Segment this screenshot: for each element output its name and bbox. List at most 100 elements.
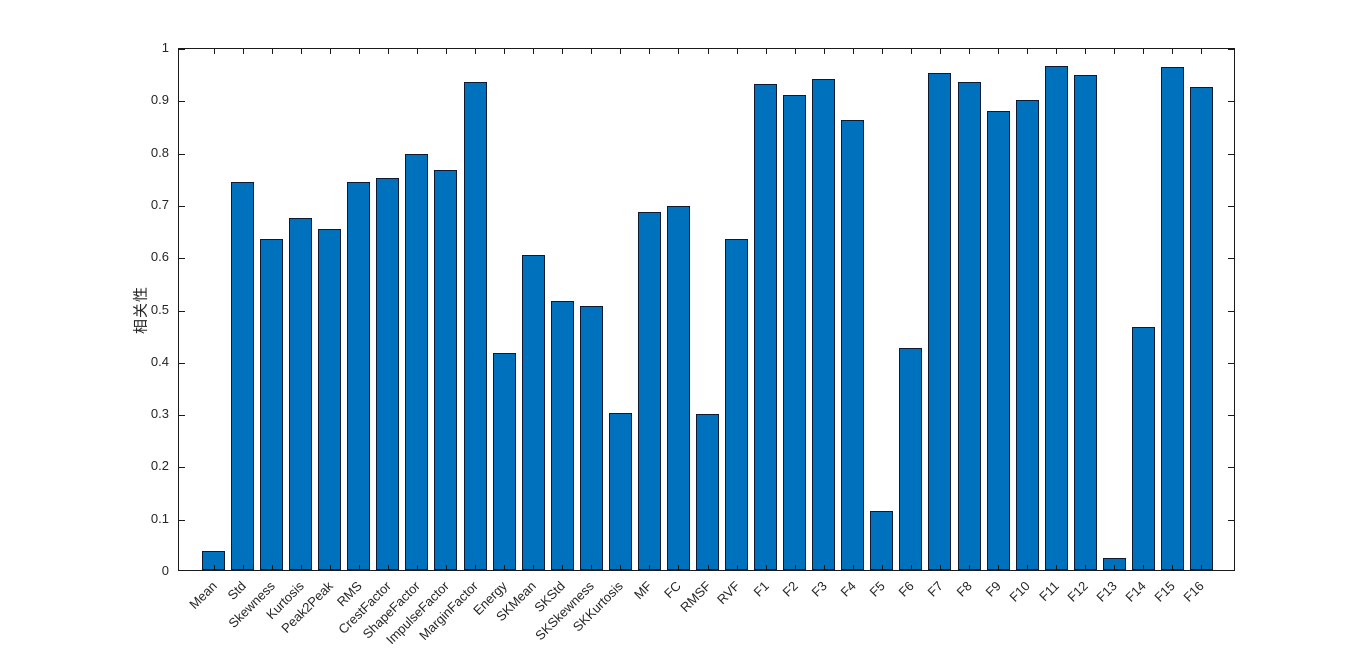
y-axis-tick-right (1228, 258, 1234, 259)
x-axis-tick-top (998, 49, 999, 54)
y-axis-tick (179, 520, 185, 521)
bar (1073, 75, 1097, 570)
x-axis-tick-top (969, 49, 970, 54)
x-axis-tick (678, 565, 679, 570)
bar (1044, 66, 1068, 570)
x-axis-tick-top (824, 49, 825, 54)
x-axis-tick-top (388, 49, 389, 54)
bar (1131, 327, 1155, 570)
y-axis-tick (179, 258, 185, 259)
x-axis-tick-top (737, 49, 738, 54)
y-axis-tick (179, 49, 185, 50)
x-axis-tick-top (301, 49, 302, 54)
y-tick-label: 0.8 (150, 145, 169, 160)
y-axis-tick-right (1228, 311, 1234, 312)
x-axis-tick (1201, 565, 1202, 570)
x-axis-tick-top (1172, 49, 1173, 54)
x-axis-tick (998, 565, 999, 570)
y-tick-label: 0.3 (150, 406, 169, 421)
bar (579, 306, 603, 570)
bar (550, 301, 574, 570)
bar (1160, 67, 1184, 570)
y-axis-tick (179, 154, 185, 155)
x-axis-tick-top (911, 49, 912, 54)
plot-area (178, 48, 1235, 571)
x-axis-tick (301, 565, 302, 570)
y-tick-label: 0.9 (150, 92, 169, 107)
x-axis-tick (388, 565, 389, 570)
x-axis-tick-top (562, 49, 563, 54)
x-axis-tick-top (243, 49, 244, 54)
x-axis-tick-top (504, 49, 505, 54)
bar (637, 212, 661, 570)
x-axis-tick-top (214, 49, 215, 54)
x-axis-tick (853, 565, 854, 570)
x-axis-tick-top (533, 49, 534, 54)
y-axis-tick-right (1228, 520, 1234, 521)
x-axis-tick-top (940, 49, 941, 54)
x-axis-tick (417, 565, 418, 570)
x-axis-tick (359, 565, 360, 570)
bar (725, 239, 749, 570)
bar (289, 218, 313, 570)
bar (957, 82, 981, 570)
y-tick-label: 0.5 (150, 302, 169, 317)
y-axis-tick-right (1228, 467, 1234, 468)
bar (434, 170, 458, 570)
x-axis-tick (1056, 565, 1057, 570)
x-axis-tick-top (649, 49, 650, 54)
x-axis-tick (1085, 565, 1086, 570)
bar (899, 348, 923, 570)
x-axis-tick-top (708, 49, 709, 54)
x-axis-tick (562, 565, 563, 570)
x-axis-tick-top (1143, 49, 1144, 54)
bar (492, 353, 516, 570)
x-axis-tick-top (446, 49, 447, 54)
y-tick-label: 0.1 (150, 511, 169, 526)
bar (1015, 100, 1039, 570)
y-tick-label: 1 (161, 40, 169, 55)
x-axis-tick-top (678, 49, 679, 54)
x-axis-tick-top (795, 49, 796, 54)
bar (696, 414, 719, 570)
x-axis-tick-top (417, 49, 418, 54)
y-axis-tick (179, 206, 185, 207)
x-axis-tick-top (591, 49, 592, 54)
x-axis-tick-top (620, 49, 621, 54)
y-axis-tick (179, 467, 185, 468)
y-tick-label: 0 (161, 563, 169, 578)
x-axis-tick (708, 565, 709, 570)
bar (928, 73, 952, 570)
x-axis-tick-top (1056, 49, 1057, 54)
x-axis-tick (1143, 565, 1144, 570)
x-axis-tick (1027, 565, 1028, 570)
x-axis-tick-top (1201, 49, 1202, 54)
x-axis-tick (475, 565, 476, 570)
y-axis-tick (179, 311, 185, 312)
x-axis-tick (795, 565, 796, 570)
y-axis-tick (179, 101, 185, 102)
x-axis-tick-top (475, 49, 476, 54)
bar (318, 229, 342, 570)
x-axis-tick (737, 565, 738, 570)
y-axis-tick-right (1228, 415, 1234, 416)
x-axis-tick (882, 565, 883, 570)
x-axis-tick (533, 565, 534, 570)
bar (841, 120, 865, 570)
x-axis-tick-top (1085, 49, 1086, 54)
bar (260, 239, 284, 570)
x-axis-tick (272, 565, 273, 570)
x-axis-tick (620, 565, 621, 570)
x-axis-tick (1172, 565, 1173, 570)
x-axis-tick-top (882, 49, 883, 54)
bar (608, 413, 632, 570)
x-axis-tick (591, 565, 592, 570)
x-axis-tick (1114, 565, 1115, 570)
x-axis-tick-top (330, 49, 331, 54)
y-tick-label: 0.7 (150, 197, 169, 212)
bar (783, 95, 807, 570)
y-axis-tick-right (1228, 363, 1234, 364)
x-axis-tick (969, 565, 970, 570)
bar (202, 551, 226, 570)
